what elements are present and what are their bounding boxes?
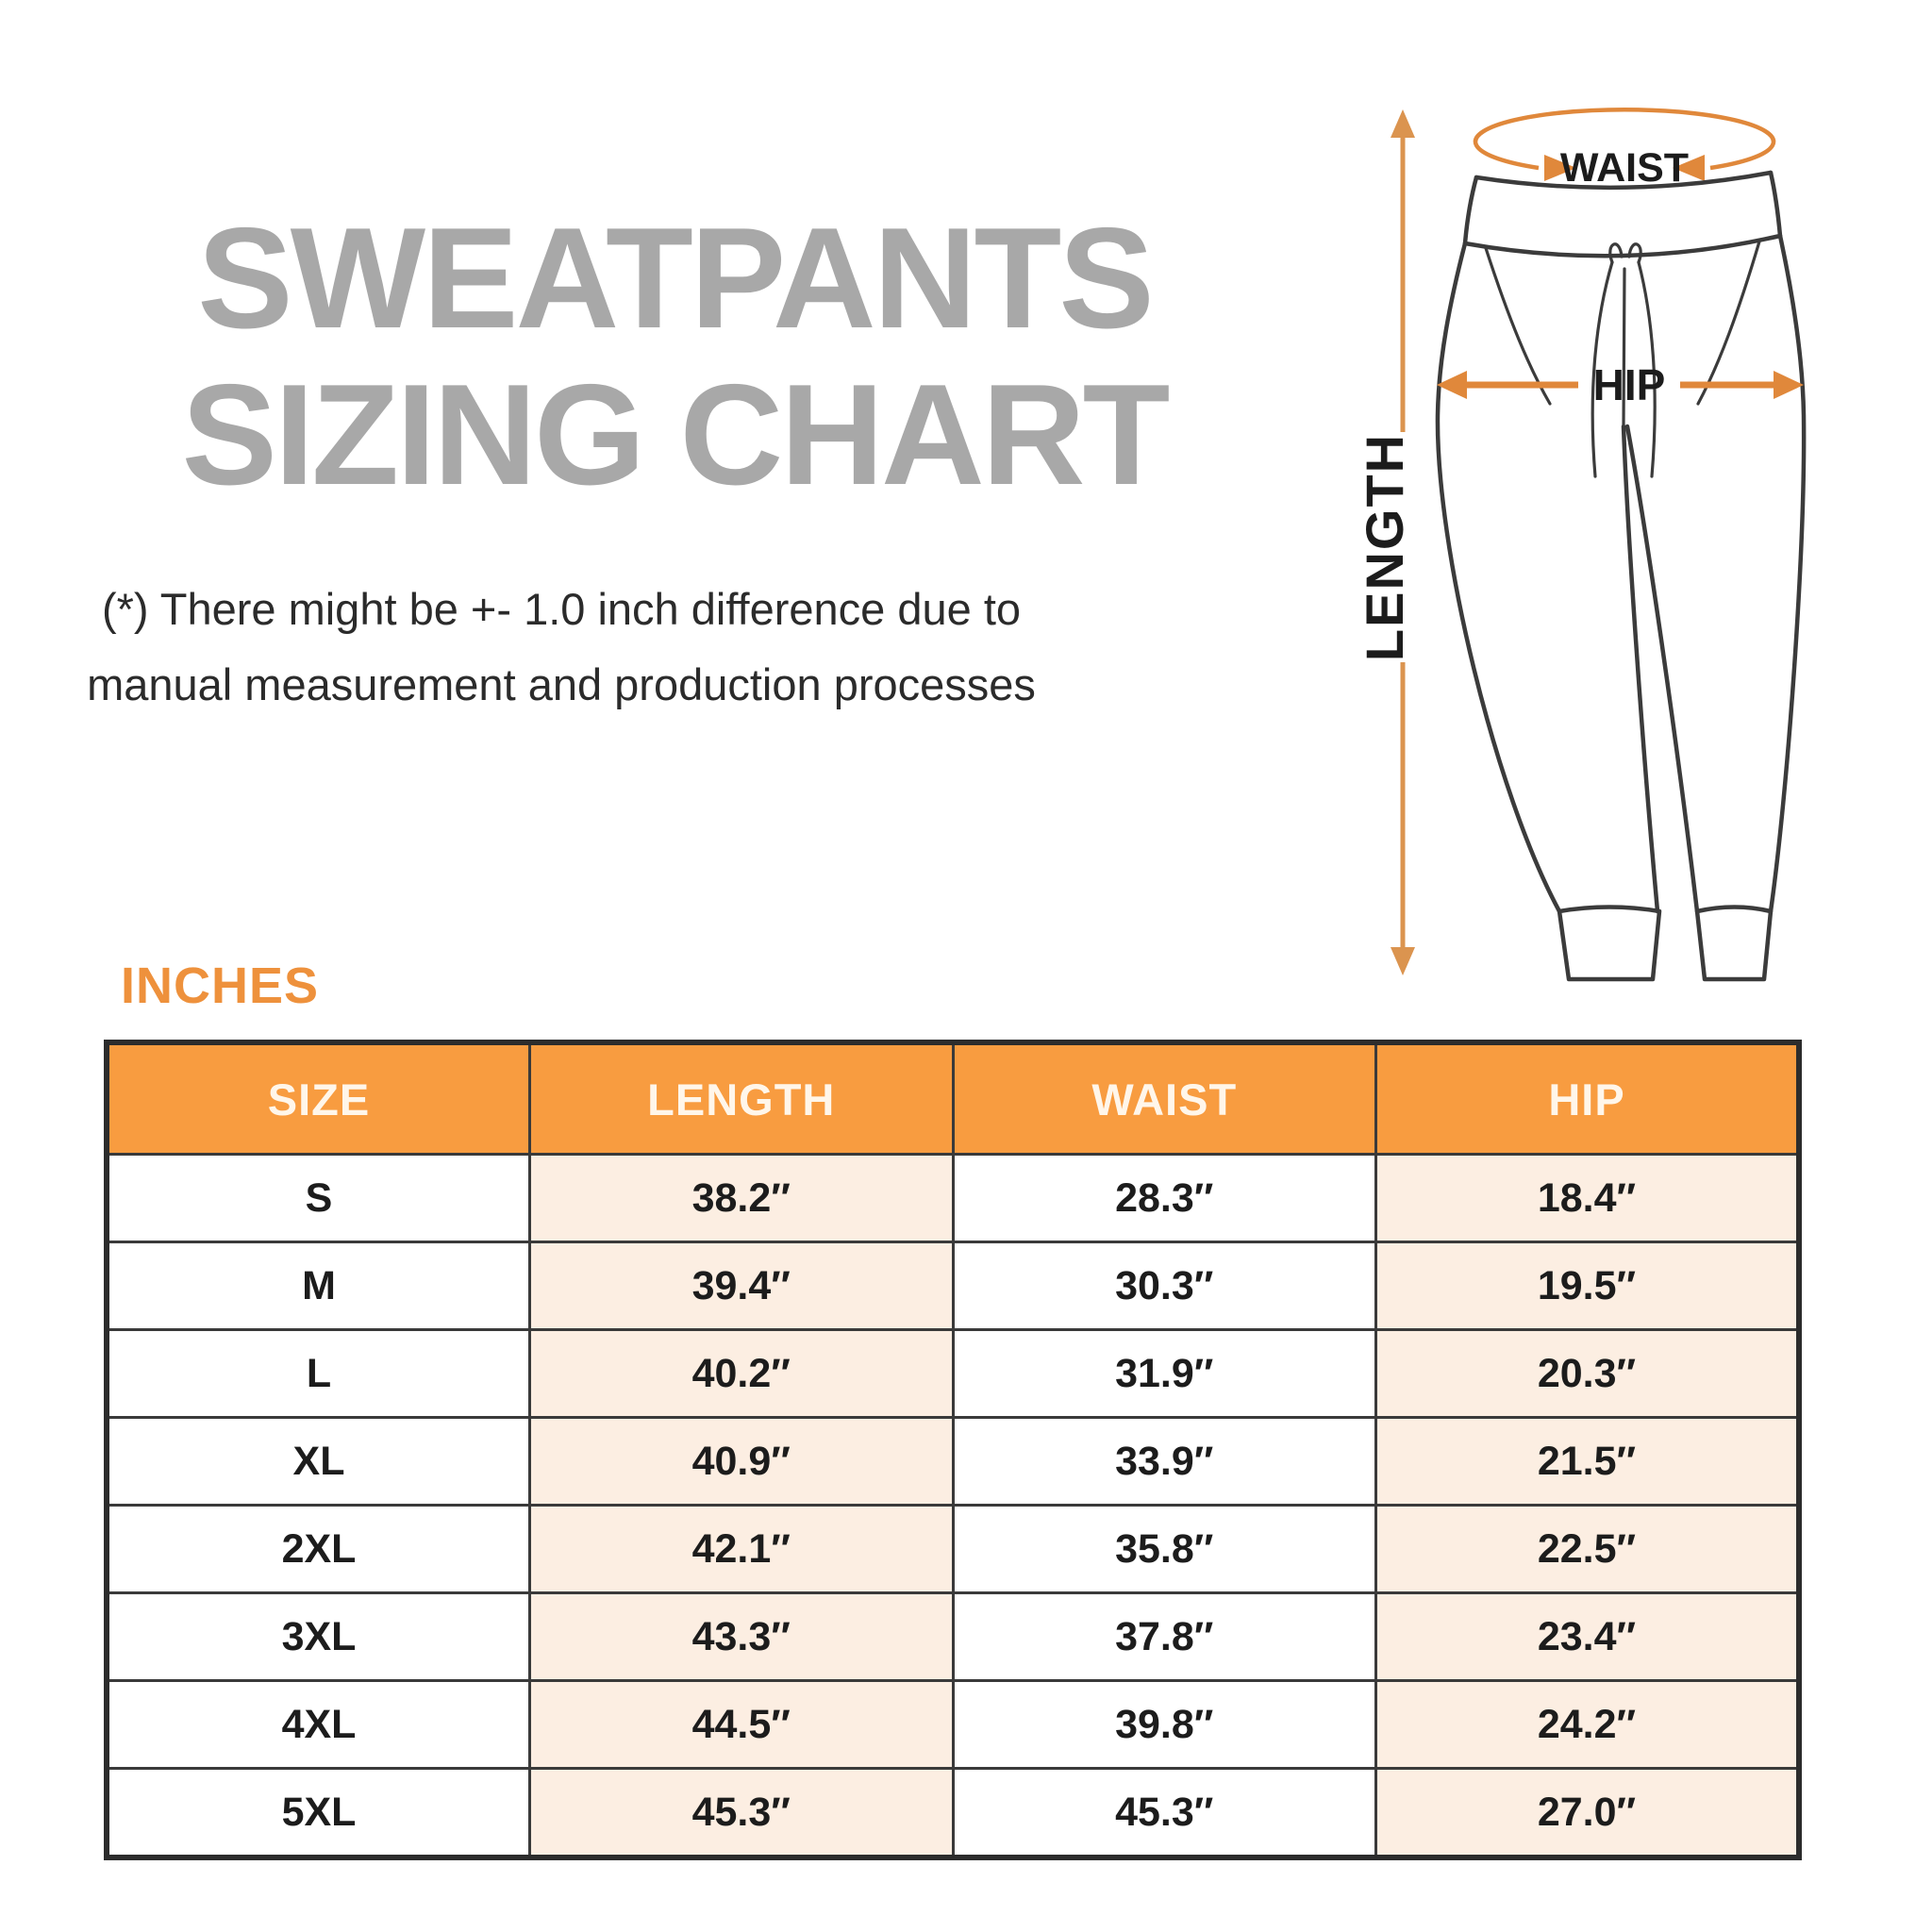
- table-cell: 37.8″: [951, 1591, 1377, 1682]
- table-cell: 3XL: [105, 1591, 531, 1682]
- table-row: 3XL 43.3″ 37.8″ 23.4″: [105, 1591, 1801, 1682]
- table-row: 2XL 42.1″ 35.8″ 22.5″: [105, 1504, 1801, 1594]
- table-cell: 33.9″: [951, 1416, 1377, 1507]
- table-cell: 38.2″: [528, 1153, 955, 1243]
- page-title-line2: SIZING CHART: [181, 355, 1171, 515]
- table-cell: 31.9″: [951, 1328, 1377, 1419]
- table-cell: M: [105, 1241, 531, 1331]
- length-arrow: [1391, 109, 1415, 975]
- table-cell: 24.2″: [1374, 1679, 1801, 1770]
- table-row: M 39.4″ 30.3″ 19.5″: [105, 1241, 1801, 1331]
- table-cell: S: [105, 1153, 531, 1243]
- table-cell: 43.3″: [528, 1591, 955, 1682]
- table-cell: 40.9″: [528, 1416, 955, 1507]
- waist-label: WAIST: [1560, 145, 1689, 191]
- sizing-table: SIZE LENGTH WAIST HIP S 38.2″ 28.3″ 18.4…: [104, 1040, 1802, 1860]
- table-cell: 27.0″: [1374, 1767, 1801, 1859]
- column-header-hip: HIP: [1374, 1041, 1801, 1156]
- column-header-size: SIZE: [105, 1041, 531, 1156]
- table-cell: 20.3″: [1374, 1328, 1801, 1419]
- table-cell: 39.4″: [528, 1241, 955, 1331]
- page-title: SWEATPANTS SIZING CHART: [75, 200, 1274, 513]
- table-cell: 45.3″: [528, 1767, 955, 1859]
- column-header-waist: WAIST: [951, 1041, 1377, 1156]
- table-cell: 44.5″: [528, 1679, 955, 1770]
- table-cell: 2XL: [105, 1504, 531, 1594]
- table-row: XL 40.9″ 33.9″ 21.5″: [105, 1416, 1801, 1507]
- table-cell: 40.2″: [528, 1328, 955, 1419]
- table-cell: 21.5″: [1374, 1416, 1801, 1507]
- sweatpants-diagram: LENGTH WAIST: [1355, 107, 1807, 982]
- units-label: INCHES: [121, 958, 320, 1014]
- table-cell: 35.8″: [951, 1504, 1377, 1594]
- table-cell: 30.3″: [951, 1241, 1377, 1331]
- table-cell: XL: [105, 1416, 531, 1507]
- column-header-length: LENGTH: [528, 1041, 955, 1156]
- table-row: 5XL 45.3″ 45.3″ 27.0″: [105, 1767, 1801, 1859]
- table-row: S 38.2″ 28.3″ 18.4″: [105, 1153, 1801, 1243]
- table-header-row: SIZE LENGTH WAIST HIP: [105, 1041, 1801, 1156]
- pants-outline: [1435, 170, 1807, 982]
- table-row: 4XL 44.5″ 39.8″ 24.2″: [105, 1679, 1801, 1770]
- table-cell: 28.3″: [951, 1153, 1377, 1243]
- table-cell: 5XL: [105, 1767, 531, 1859]
- waist-measure-ellipse: [1473, 107, 1776, 181]
- table-cell: 19.5″: [1374, 1241, 1801, 1331]
- table-cell: 4XL: [105, 1679, 531, 1770]
- table-cell: 39.8″: [951, 1679, 1377, 1770]
- table-row: L 40.2″ 31.9″ 20.3″: [105, 1328, 1801, 1419]
- page-title-line1: SWEATPANTS: [197, 198, 1154, 358]
- table-cell: 22.5″: [1374, 1504, 1801, 1594]
- length-label: LENGTH: [1355, 433, 1414, 661]
- disclaimer-line2: manual measurement and production proces…: [87, 659, 1036, 709]
- hip-label: HIP: [1593, 360, 1666, 409]
- table-cell: 45.3″: [951, 1767, 1377, 1859]
- table-cell: 18.4″: [1374, 1153, 1801, 1243]
- table-cell: 42.1″: [528, 1504, 955, 1594]
- table-cell: 23.4″: [1374, 1591, 1801, 1682]
- disclaimer-line1: (*) There might be +- 1.0 inch differenc…: [101, 584, 1022, 634]
- hip-arrow: [1437, 371, 1804, 399]
- disclaimer-note: (*) There might be +- 1.0 inch differenc…: [28, 572, 1094, 723]
- table-cell: L: [105, 1328, 531, 1419]
